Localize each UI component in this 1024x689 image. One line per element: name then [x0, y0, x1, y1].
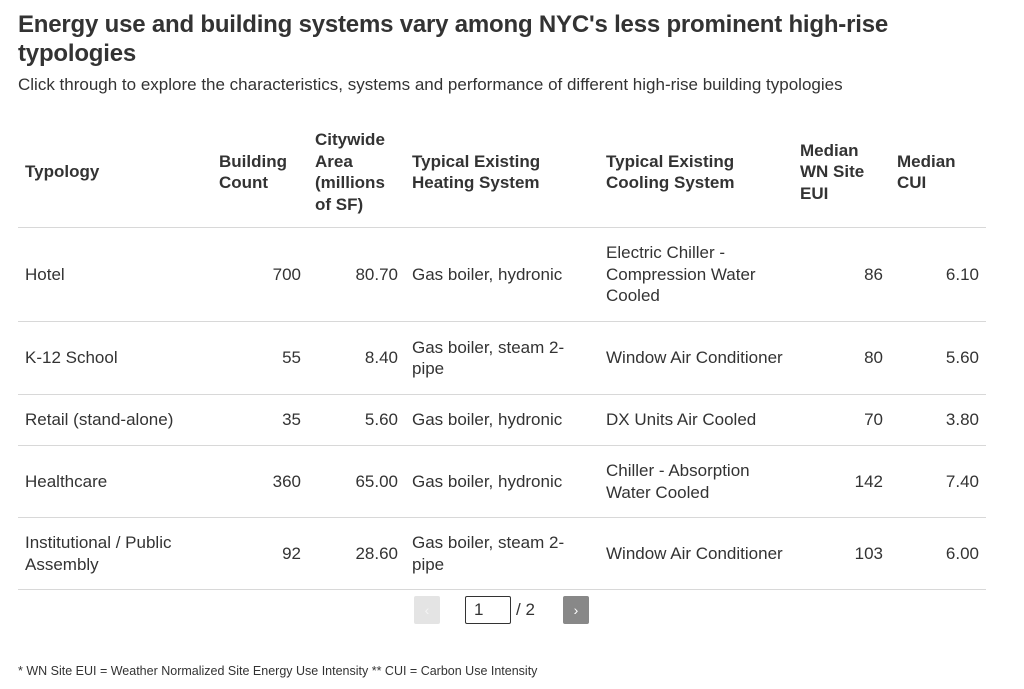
footnote: * WN Site EUI = Weather Normalized Site …	[18, 664, 538, 678]
table-cell: 142	[793, 445, 890, 518]
table-cell: Retail (stand-alone)	[18, 394, 212, 446]
page-title: Energy use and building systems vary amo…	[18, 11, 889, 67]
table-cell: Window Air Conditioner	[599, 321, 793, 395]
column-header[interactable]: Median WN Site EUI	[793, 121, 890, 228]
table-cell: 3.80	[890, 394, 986, 446]
data-table: Typology Building Count Citywide Area (m…	[18, 121, 986, 590]
table-cell: 86	[793, 227, 890, 322]
table-cell: 80.70	[308, 227, 405, 322]
table-cell: 80	[793, 321, 890, 395]
table-cell: Gas boiler, hydronic	[405, 445, 599, 518]
table-cell: 5.60	[890, 321, 986, 395]
table-cell: 92	[212, 517, 308, 590]
table-cell: Gas boiler, hydronic	[405, 394, 599, 446]
column-header[interactable]: Typology	[18, 121, 212, 228]
table-cell: 8.40	[308, 321, 405, 395]
table-cell: Institutional / Public Assembly	[18, 517, 212, 590]
table-row: Healthcare 360 65.00 Gas boiler, hydroni…	[18, 445, 986, 518]
page-total: / 2	[516, 600, 535, 619]
table-cell: 28.60	[308, 517, 405, 590]
table-cell: Gas boiler, hydronic	[405, 227, 599, 322]
table-cell: Healthcare	[18, 445, 212, 518]
column-header[interactable]: Median CUI	[890, 121, 986, 228]
table-cell: K-12 School	[18, 321, 212, 395]
page-subtitle: Click through to explore the characteris…	[18, 75, 843, 94]
table-cell: 70	[793, 394, 890, 446]
table-cell: 5.60	[308, 394, 405, 446]
column-header[interactable]: Typical Existing Cooling System	[599, 121, 793, 228]
table-cell: 6.00	[890, 517, 986, 590]
table-cell: Chiller - Absorption Water Cooled	[599, 445, 793, 518]
table-cell: 55	[212, 321, 308, 395]
table-cell: DX Units Air Cooled	[599, 394, 793, 446]
table-cell: Gas boiler, steam 2-pipe	[405, 517, 599, 590]
table-cell: 35	[212, 394, 308, 446]
table-row: Hotel 700 80.70 Gas boiler, hydronic Ele…	[18, 227, 986, 322]
column-header[interactable]: Typical Existing Heating System	[405, 121, 599, 228]
table-cell: 6.10	[890, 227, 986, 322]
table-cell: 360	[212, 445, 308, 518]
table-cell: 103	[793, 517, 890, 590]
column-header[interactable]: Building Count	[212, 121, 308, 228]
table-cell: 65.00	[308, 445, 405, 518]
pagination: ‹ / 2 ›	[0, 596, 1024, 626]
column-header[interactable]: Citywide Area (millions of SF)	[308, 121, 405, 228]
table-row: Retail (stand-alone) 35 5.60 Gas boiler,…	[18, 394, 986, 446]
chart-container: Energy use and building systems vary amo…	[18, 10, 986, 590]
page-number-input[interactable]	[465, 596, 511, 624]
table-row: K-12 School 55 8.40 Gas boiler, steam 2-…	[18, 321, 986, 395]
table-cell: 7.40	[890, 445, 986, 518]
previous-page-button[interactable]: ‹	[414, 596, 440, 624]
table-cell: 700	[212, 227, 308, 322]
table-cell: Window Air Conditioner	[599, 517, 793, 590]
table-row: Institutional / Public Assembly 92 28.60…	[18, 517, 986, 590]
table-header-row: Typology Building Count Citywide Area (m…	[18, 121, 986, 228]
table-cell: Gas boiler, steam 2-pipe	[405, 321, 599, 395]
table-cell: Electric Chiller - Compression Water Coo…	[599, 227, 793, 322]
table-cell: Hotel	[18, 227, 212, 322]
next-page-button[interactable]: ›	[563, 596, 589, 624]
